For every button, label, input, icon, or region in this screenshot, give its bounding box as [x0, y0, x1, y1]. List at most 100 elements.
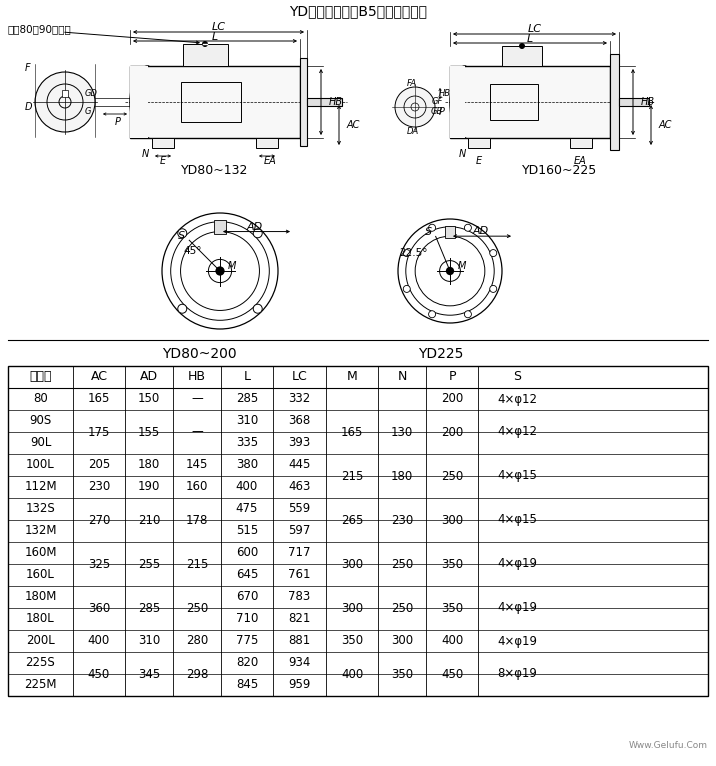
Text: LC: LC — [528, 24, 541, 34]
Circle shape — [403, 286, 410, 293]
Bar — [450, 66, 610, 138]
Text: 265: 265 — [341, 513, 363, 526]
Text: 190: 190 — [137, 480, 160, 493]
Text: 393: 393 — [289, 437, 311, 450]
Text: 200: 200 — [441, 392, 463, 405]
Text: 368: 368 — [289, 414, 311, 427]
Text: YD系列電動機（B5）外形尺寸圖: YD系列電動機（B5）外形尺寸圖 — [289, 4, 427, 18]
Text: 80: 80 — [33, 392, 48, 405]
Text: 132M: 132M — [24, 525, 57, 538]
Text: 645: 645 — [236, 568, 258, 581]
Text: 717: 717 — [289, 546, 311, 559]
Bar — [619, 98, 649, 106]
Text: 4×φ12: 4×φ12 — [497, 425, 537, 438]
Text: HB: HB — [188, 371, 206, 384]
Bar — [256, 138, 278, 148]
Circle shape — [490, 286, 497, 293]
Text: 180M: 180M — [24, 591, 57, 604]
Circle shape — [216, 267, 225, 276]
Text: S: S — [513, 371, 521, 384]
Text: 350: 350 — [441, 558, 463, 571]
Text: 325: 325 — [88, 558, 110, 571]
Text: 285: 285 — [138, 601, 160, 614]
Text: 821: 821 — [289, 613, 311, 626]
Text: EA: EA — [263, 156, 276, 166]
Text: 350: 350 — [391, 667, 413, 680]
Text: 845: 845 — [236, 679, 258, 692]
Bar — [468, 138, 490, 148]
Text: 783: 783 — [289, 591, 311, 604]
Text: N: N — [397, 371, 407, 384]
Text: 820: 820 — [236, 656, 258, 669]
Text: 90S: 90S — [29, 414, 52, 427]
Text: 160L: 160L — [26, 568, 55, 581]
Text: 515: 515 — [236, 525, 258, 538]
Text: F: F — [24, 63, 30, 73]
Text: 710: 710 — [236, 613, 258, 626]
Text: 215: 215 — [341, 470, 363, 483]
Text: 205: 205 — [88, 459, 110, 472]
Text: —: — — [191, 425, 203, 438]
Text: D: D — [24, 102, 32, 112]
Bar — [490, 84, 538, 120]
Text: 230: 230 — [391, 513, 413, 526]
Text: GB: GB — [431, 107, 443, 116]
Text: P: P — [439, 107, 445, 117]
Text: 中心高: 中心高 — [29, 371, 52, 384]
Text: 22.5°: 22.5° — [400, 248, 428, 258]
Circle shape — [429, 311, 435, 318]
Circle shape — [403, 250, 410, 257]
Bar — [214, 220, 226, 234]
Text: 150: 150 — [138, 392, 160, 405]
Text: 959: 959 — [289, 679, 311, 692]
Text: 934: 934 — [289, 656, 311, 669]
Text: DA: DA — [407, 126, 419, 136]
Bar — [307, 98, 342, 106]
Circle shape — [253, 304, 262, 313]
Circle shape — [202, 41, 208, 47]
Text: N: N — [458, 149, 465, 159]
Text: 335: 335 — [236, 437, 258, 450]
Bar — [152, 138, 174, 148]
Bar — [130, 66, 300, 138]
Text: YD80~200: YD80~200 — [163, 347, 237, 361]
Text: 450: 450 — [88, 667, 110, 680]
Bar — [8, 366, 708, 696]
Text: 775: 775 — [236, 634, 258, 647]
Text: 90L: 90L — [30, 437, 51, 450]
Text: 215: 215 — [186, 558, 208, 571]
Text: M: M — [347, 371, 357, 384]
Circle shape — [519, 43, 525, 49]
Text: 4×φ15: 4×φ15 — [497, 513, 537, 526]
Text: 45°: 45° — [183, 246, 202, 256]
Text: YD225: YD225 — [418, 347, 464, 361]
Text: 4×φ12: 4×φ12 — [497, 392, 537, 405]
Text: EA: EA — [574, 156, 586, 166]
Text: FA: FA — [407, 78, 417, 87]
Text: HB: HB — [439, 90, 451, 99]
Text: 155: 155 — [138, 425, 160, 438]
Circle shape — [490, 250, 497, 257]
Text: 200: 200 — [441, 425, 463, 438]
Bar — [610, 54, 619, 150]
Text: AD: AD — [473, 226, 489, 236]
Text: HB: HB — [329, 97, 343, 107]
Text: HB: HB — [641, 97, 655, 107]
Text: 225M: 225M — [24, 679, 57, 692]
Text: 360: 360 — [88, 601, 110, 614]
Text: 597: 597 — [289, 525, 311, 538]
Text: YD80~132: YD80~132 — [181, 163, 248, 176]
Circle shape — [395, 87, 435, 127]
Text: 280: 280 — [186, 634, 208, 647]
Text: 225S: 225S — [26, 656, 55, 669]
Circle shape — [253, 229, 262, 237]
Text: 761: 761 — [289, 568, 311, 581]
Text: M: M — [458, 261, 466, 271]
Text: E: E — [160, 156, 166, 166]
Circle shape — [35, 72, 95, 132]
Text: 670: 670 — [236, 591, 258, 604]
Text: 4×φ19: 4×φ19 — [497, 634, 537, 647]
Text: 178: 178 — [186, 513, 208, 526]
Text: 130: 130 — [391, 425, 413, 438]
Text: 250: 250 — [391, 601, 413, 614]
